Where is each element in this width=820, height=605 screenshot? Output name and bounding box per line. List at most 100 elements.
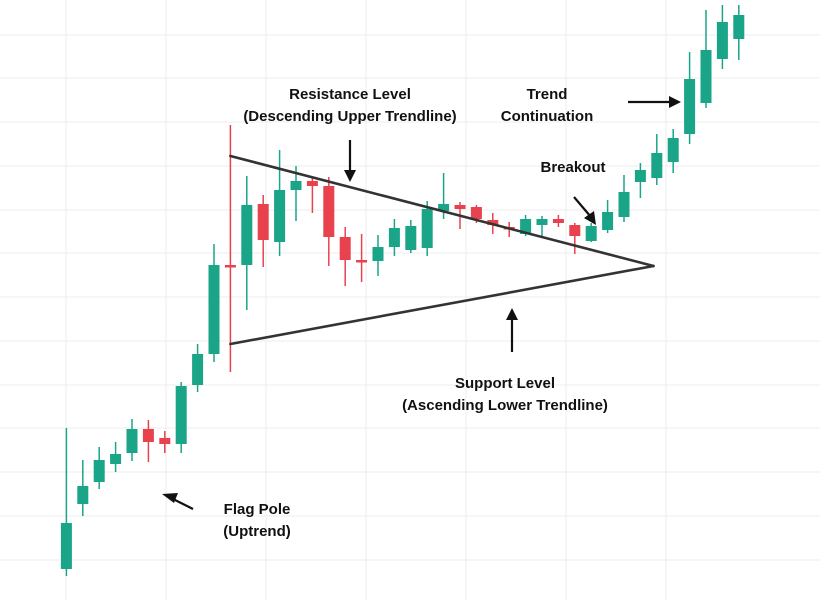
candle — [175, 382, 187, 453]
candle-body — [552, 219, 564, 223]
candle-body — [536, 219, 548, 225]
support-label-line1: Support Level — [454, 375, 555, 392]
resistance-label-line2: (Descending Upper Trendline) — [243, 108, 457, 125]
resistance-arrow-icon — [344, 140, 356, 182]
candle-body — [733, 15, 745, 39]
candle-body — [274, 190, 286, 242]
candle-body — [93, 460, 105, 482]
candle-body — [667, 138, 679, 162]
candle-body — [520, 219, 532, 234]
candle-body — [257, 204, 269, 240]
trend-label-line2: Continuation — [500, 108, 594, 125]
candle — [684, 52, 696, 144]
candle — [700, 10, 712, 108]
candle — [306, 177, 318, 213]
candle-body — [388, 228, 400, 247]
candle-body — [372, 247, 384, 261]
flagpole-arrow-icon — [162, 493, 194, 510]
candle — [159, 431, 171, 453]
candle — [667, 129, 679, 173]
candle-body — [241, 205, 253, 265]
support-trendline — [229, 264, 655, 346]
candle — [77, 460, 89, 516]
resistance-label: Resistance Level (Descending Upper Trend… — [230, 84, 470, 128]
candle — [339, 227, 351, 286]
candle — [585, 223, 597, 242]
candle-body — [716, 22, 728, 59]
candle — [651, 134, 663, 185]
arrows — [162, 96, 681, 510]
candle — [372, 235, 384, 276]
candle-body — [684, 79, 696, 134]
trend-continuation-label: Trend Continuation — [487, 84, 607, 128]
resistance-label-line1: Resistance Level — [289, 86, 411, 103]
candle — [716, 5, 728, 69]
candle-body — [290, 181, 302, 190]
candle — [224, 125, 236, 372]
candle — [241, 176, 253, 310]
resistance-trendline — [229, 154, 655, 268]
candle-body — [602, 212, 614, 230]
breakout-label: Breakout — [523, 157, 623, 179]
candle-body — [700, 50, 712, 103]
candle — [192, 344, 204, 392]
breakout-arrow-icon — [573, 196, 596, 225]
candle — [257, 195, 269, 267]
candle-body — [487, 220, 499, 225]
flagpole-label-line2: (Uptrend) — [223, 523, 291, 540]
candle-body — [454, 205, 466, 209]
trendlines — [229, 154, 655, 346]
candle — [405, 220, 417, 253]
candle — [388, 219, 400, 256]
candle — [421, 201, 433, 256]
candle-body — [470, 207, 482, 219]
candle-body — [306, 181, 318, 186]
candle-body — [651, 153, 663, 178]
candle-body — [438, 204, 450, 211]
candle — [356, 234, 368, 282]
candle — [536, 216, 548, 236]
trend-label-line1: Trend — [526, 86, 568, 103]
candle — [208, 244, 220, 362]
candle — [93, 447, 105, 489]
breakout-label-line1: Breakout — [540, 159, 606, 176]
candle — [552, 215, 564, 227]
trend-arrow-icon — [628, 96, 681, 108]
candle-body — [77, 486, 89, 504]
candle-body — [634, 170, 646, 182]
candle-body — [142, 429, 154, 442]
candles — [60, 5, 745, 576]
flagpole-label-line1: Flag Pole — [223, 501, 291, 518]
candle — [733, 5, 745, 60]
candle — [618, 175, 630, 222]
candle-body — [618, 192, 630, 217]
candle — [569, 223, 581, 254]
candle-body — [208, 265, 220, 354]
candle-body — [224, 265, 236, 268]
support-arrow-icon — [506, 308, 518, 352]
support-label: Support Level (Ascending Lower Trendline… — [385, 373, 625, 417]
candle-body — [323, 186, 335, 237]
candle-body — [405, 226, 417, 250]
candle — [634, 163, 646, 198]
candle-body — [175, 386, 187, 444]
candle-body — [159, 438, 171, 444]
candle — [602, 200, 614, 233]
candle-body — [339, 237, 351, 260]
candle — [323, 177, 335, 266]
candle — [110, 442, 122, 472]
candle-body — [585, 226, 597, 241]
candle — [126, 419, 138, 461]
candle-body — [569, 225, 581, 236]
candle-body — [192, 354, 204, 385]
candle — [60, 428, 72, 576]
flagpole-label: Flag Pole (Uptrend) — [197, 499, 317, 543]
candle-body — [126, 429, 138, 453]
candle-body — [110, 454, 122, 464]
candle — [142, 420, 154, 462]
candle — [290, 166, 302, 221]
support-label-line2: (Ascending Lower Trendline) — [402, 397, 608, 414]
